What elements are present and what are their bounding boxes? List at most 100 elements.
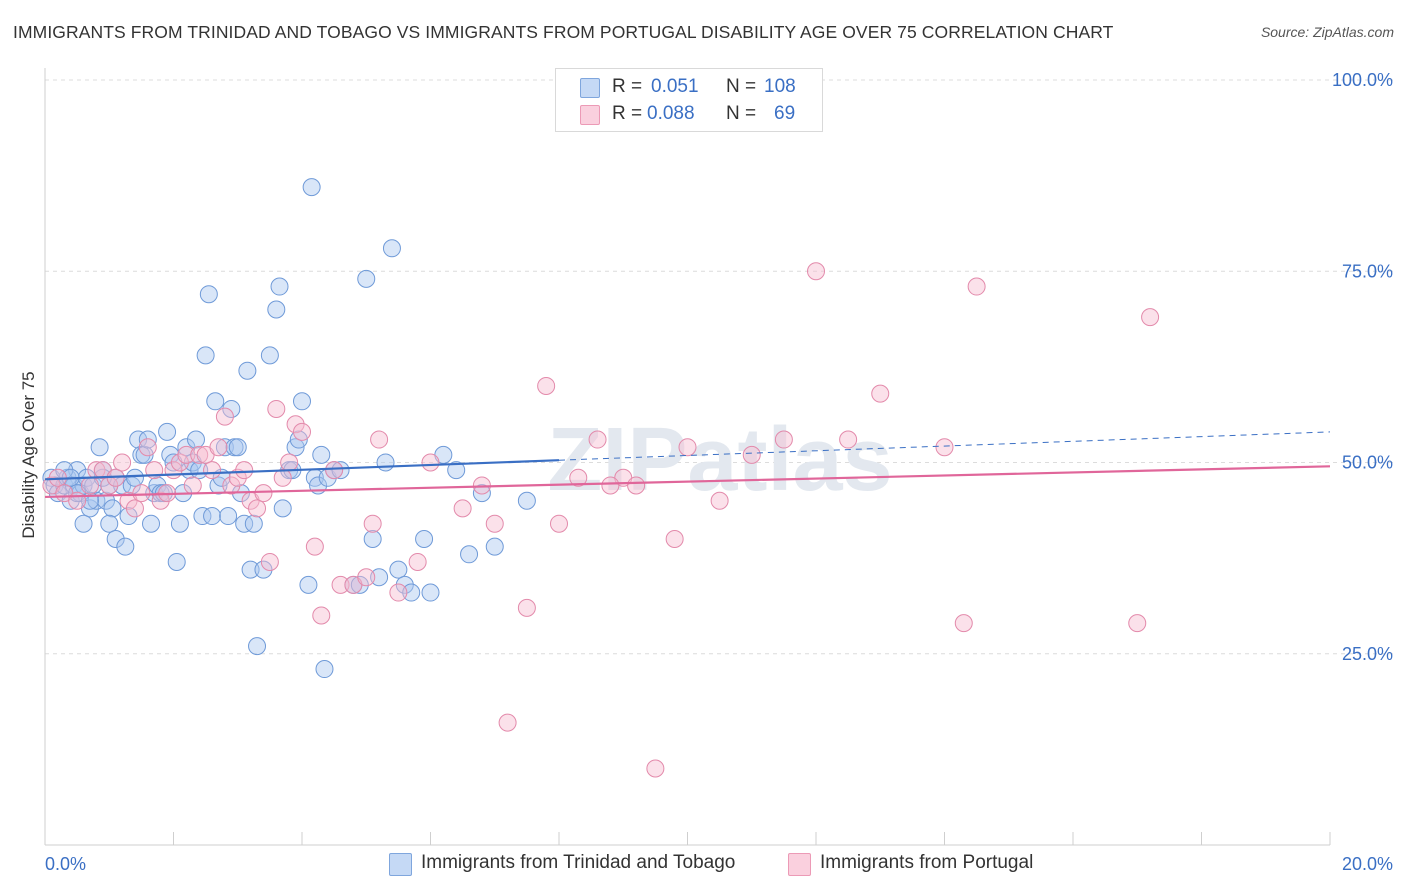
point-portugal bbox=[569, 468, 588, 487]
point-portugal bbox=[80, 476, 99, 495]
n-value-portugal: 69 bbox=[774, 103, 796, 124]
point-portugal bbox=[280, 453, 299, 472]
point-portugal bbox=[517, 598, 536, 617]
point-portugal bbox=[646, 759, 665, 778]
x-tick-label: 20.0% bbox=[1342, 854, 1393, 874]
point-portugal bbox=[138, 438, 157, 457]
point-trinidad bbox=[389, 560, 408, 579]
point-portugal bbox=[235, 461, 254, 480]
point-trinidad bbox=[138, 430, 157, 449]
point-portugal bbox=[601, 476, 620, 495]
point-trinidad bbox=[74, 514, 93, 533]
point-trinidad bbox=[447, 461, 466, 480]
point-portugal bbox=[183, 476, 202, 495]
point-trinidad bbox=[267, 300, 286, 319]
point-trinidad bbox=[228, 438, 247, 457]
correlation-legend: R = 0.051 N = 108 R = 0.088 N = 69 bbox=[555, 68, 823, 132]
point-trinidad bbox=[215, 438, 234, 457]
source-label: Source: ZipAtlas.com bbox=[1260, 24, 1394, 40]
legend-swatch-blue bbox=[580, 78, 600, 98]
point-trinidad bbox=[238, 361, 257, 380]
point-portugal bbox=[370, 430, 389, 449]
point-trinidad bbox=[312, 445, 331, 464]
point-portugal bbox=[293, 422, 311, 441]
point-portugal bbox=[125, 499, 144, 518]
y-tick-label: 75.0% bbox=[1342, 261, 1393, 281]
point-trinidad bbox=[103, 499, 122, 518]
legend-swatch-pink bbox=[580, 105, 600, 125]
point-trinidad bbox=[395, 575, 414, 594]
tick-labels: 25.0% 50.0% 75.0% 100.0% 0.0% 20.0% bbox=[45, 70, 1393, 874]
legend-label-trinidad: Immigrants from Trinidad and Tobago bbox=[421, 852, 736, 873]
point-trinidad bbox=[119, 507, 138, 526]
point-trinidad bbox=[219, 507, 238, 526]
point-trinidad bbox=[331, 461, 350, 480]
point-portugal bbox=[203, 461, 222, 480]
point-trinidad bbox=[402, 583, 421, 602]
point-portugal bbox=[935, 438, 954, 457]
point-portugal bbox=[839, 430, 858, 449]
point-portugal bbox=[485, 514, 504, 533]
point-trinidad bbox=[193, 507, 212, 526]
axes bbox=[44, 68, 1331, 846]
point-portugal bbox=[325, 461, 344, 480]
point-trinidad bbox=[90, 438, 109, 457]
point-trinidad bbox=[421, 583, 440, 602]
x-tick-label: 0.0% bbox=[45, 854, 86, 874]
point-portugal bbox=[87, 461, 106, 480]
point-portugal bbox=[807, 262, 825, 281]
point-portugal bbox=[222, 476, 241, 495]
r-label: R = bbox=[612, 103, 643, 124]
point-trinidad bbox=[158, 422, 177, 441]
point-trinidad bbox=[315, 660, 334, 679]
point-trinidad bbox=[299, 575, 318, 594]
point-portugal bbox=[1141, 308, 1160, 327]
point-portugal bbox=[498, 713, 517, 732]
point-trinidad bbox=[199, 285, 218, 304]
point-portugal bbox=[254, 484, 273, 503]
point-portugal bbox=[267, 399, 286, 418]
point-trinidad bbox=[370, 568, 389, 587]
point-trinidad bbox=[485, 537, 504, 556]
trend-line-trinidad-extension bbox=[558, 431, 1331, 461]
point-portugal bbox=[537, 377, 556, 395]
point-trinidad bbox=[270, 277, 289, 296]
point-portugal bbox=[363, 514, 382, 533]
point-trinidad bbox=[350, 575, 369, 594]
point-trinidad bbox=[254, 560, 273, 579]
point-portugal bbox=[453, 499, 472, 518]
n-value-trinidad: 108 bbox=[764, 76, 796, 97]
point-portugal bbox=[774, 430, 793, 449]
trend-line-trinidad bbox=[44, 459, 560, 481]
y-tick-label: 50.0% bbox=[1342, 453, 1393, 473]
point-trinidad bbox=[415, 530, 434, 548]
point-portugal bbox=[228, 468, 247, 487]
point-portugal bbox=[357, 568, 376, 587]
point-trinidad bbox=[206, 392, 225, 411]
point-portugal bbox=[967, 277, 986, 296]
point-trinidad bbox=[376, 453, 395, 472]
point-trinidad bbox=[235, 514, 254, 533]
y-axis-label: Disability Age Over 75 bbox=[19, 371, 38, 538]
y-tick-label: 25.0% bbox=[1342, 644, 1393, 664]
n-label: N = bbox=[726, 76, 757, 97]
point-portugal bbox=[248, 499, 267, 518]
point-portugal bbox=[190, 445, 209, 464]
point-trinidad bbox=[248, 637, 267, 656]
r-value-trinidad: 0.051 bbox=[651, 76, 699, 97]
point-portugal bbox=[209, 438, 228, 457]
point-portugal bbox=[550, 514, 568, 533]
point-portugal bbox=[132, 484, 151, 503]
point-trinidad bbox=[186, 430, 205, 449]
r-label: R = bbox=[612, 76, 643, 97]
point-trinidad bbox=[472, 484, 491, 503]
point-portugal bbox=[588, 430, 607, 449]
trend-line-portugal bbox=[44, 465, 1331, 499]
point-portugal bbox=[665, 530, 684, 548]
point-portugal bbox=[273, 468, 292, 487]
point-portugal bbox=[1128, 614, 1147, 633]
point-portugal bbox=[871, 384, 890, 403]
point-portugal bbox=[954, 614, 973, 633]
point-portugal bbox=[389, 583, 408, 602]
